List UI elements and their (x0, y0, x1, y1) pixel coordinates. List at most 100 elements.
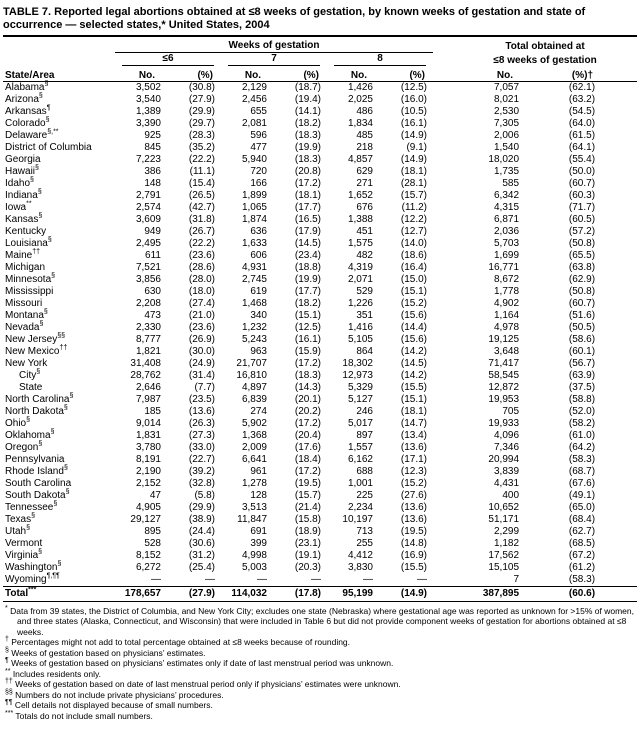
count-7-cell: 1,633 (241, 237, 267, 249)
percent-le6-cell: (15.4) (188, 177, 215, 189)
count-7-cell: 720 (250, 165, 267, 177)
count-8-cell: 1,388 (347, 213, 373, 225)
count-le6-cell: 3,540 (135, 93, 161, 105)
total-percent-cell: (60.1) (568, 345, 596, 357)
count-le6-cell: 611 (145, 249, 161, 261)
count-8-cell: 1,226 (347, 297, 373, 309)
footnote-marker: †† (5, 678, 13, 686)
subgroup-header-7: 7 (221, 52, 327, 66)
state-name-cell: New Jersey§§ (3, 332, 115, 346)
percent-8-cell: (19.5) (400, 525, 428, 537)
total-count-cell: 17,562 (488, 549, 520, 561)
count-8-cell: 485 (356, 129, 373, 141)
count-le6-cell: 28,762 (130, 369, 161, 381)
table-row: Maine†† 611 (23.6) 606 (23.4) 482 (18.6)… (3, 248, 637, 262)
table-row: Nevada§ 2,330 (23.6) 1,232 (12.5) 1,416 … (3, 320, 637, 334)
state-name: District of Columbia (5, 141, 92, 153)
percent-le6-cell: (29.9) (188, 105, 215, 117)
total-percent-cell: (60.7) (568, 297, 596, 309)
state-name-cell: New York (3, 358, 115, 370)
count-le6-cell: 2,495 (135, 237, 161, 249)
total-count-cell: 1,540 (493, 141, 520, 153)
count-le6-cell: 178,657 (115, 585, 173, 602)
total-percent-cell: (56.7) (568, 357, 596, 369)
footnote-marker: § (45, 116, 50, 124)
count-le6-cell: 8,191 (135, 453, 161, 465)
table-row: Texas§ 29,127 (38.9) 11,847 (15.8) 10,19… (3, 512, 637, 526)
state-name-cell: Hawaii§ (3, 164, 115, 178)
count-8-cell: 1,557 (347, 441, 373, 453)
total-count-cell: 585 (502, 177, 520, 189)
total-percent-cell: (61.0) (568, 429, 596, 441)
footnote-marker: ¶,¶¶ (46, 572, 60, 580)
count-8-cell: — (363, 573, 373, 585)
percent-le6-cell: (31.2) (188, 549, 215, 561)
footnote-text: Totals do not include small numbers. (13, 710, 153, 721)
percent-le6-cell: (27.9) (188, 93, 215, 105)
state-name-cell: Virginia§ (3, 548, 115, 562)
percent-8-cell: (15.6) (400, 333, 428, 345)
footnote-marker: § (69, 392, 74, 400)
count-8-cell: 4,857 (347, 153, 373, 165)
count-le6-cell: 3,609 (135, 213, 161, 225)
percent-le6-cell: (27.9) (173, 585, 221, 602)
state-name: Minnesota (5, 273, 52, 285)
state-name: Indiana (5, 189, 38, 201)
percent-le6-cell: (18.0) (188, 285, 215, 297)
total-group-header-line2: ≤8 weeks of gestation (493, 55, 597, 66)
table-row: Wyoming¶,¶¶ — — — — — — 7 (58.3) (3, 572, 637, 587)
percent-le6-cell: (24.4) (188, 525, 215, 537)
percent-7-cell: (16.5) (294, 213, 321, 225)
total-count-cell: 4,978 (493, 321, 520, 333)
total-percent-cell: (63.8) (568, 261, 596, 273)
percent-8-cell: (16.4) (400, 261, 428, 273)
count-column-header: No. (327, 66, 385, 82)
total-count-cell: 4,315 (493, 201, 520, 213)
count-8-cell: 6,162 (347, 453, 373, 465)
state-name-cell: Missouri (3, 298, 115, 310)
percent-7-cell: (17.9) (294, 225, 321, 237)
table-row: South Carolina 2,152 (32.8) 1,278 (19.5)… (3, 478, 637, 490)
footnote-marker: § (26, 416, 31, 424)
percent-8-cell: (12.3) (400, 465, 428, 477)
table-row: North Dakota§ 185 (13.6) 274 (20.2) 246 … (3, 404, 637, 418)
state-name: Utah (5, 525, 27, 537)
state-name: Hawaii (5, 165, 36, 177)
total-percent-cell: (49.1) (568, 489, 596, 501)
table-row: Hawaii§ 386 (11.1) 720 (20.8) 629 (18.1)… (3, 164, 637, 178)
percent-7-cell: (17.6) (294, 441, 321, 453)
percent-le6-cell: (28.3) (188, 129, 215, 141)
footnote-marker: § (39, 320, 44, 328)
footnote-marker: § (38, 212, 43, 220)
total-count-cell: 4,431 (493, 477, 520, 489)
count-7-cell: 340 (250, 309, 267, 321)
percent-le6-cell: (25.4) (188, 561, 215, 573)
state-name: Texas (5, 513, 32, 525)
count-7-cell: 5,902 (241, 417, 267, 429)
footnote-marker: § (53, 500, 58, 508)
footnote-marker: § (51, 272, 56, 280)
percent-le6-cell: (26.9) (188, 333, 215, 345)
count-7-cell: 961 (250, 465, 267, 477)
footnote: * Data from 39 states, the District of C… (5, 604, 635, 638)
count-7-cell: 596 (250, 129, 267, 141)
state-name-cell: New Mexico†† (3, 344, 115, 358)
percent-7-cell: (23.4) (294, 249, 321, 261)
total-count-cell: 2,530 (493, 105, 520, 117)
footnote: †† Weeks of gestation based on date of l… (5, 678, 635, 690)
percent-le6-cell: (26.7) (188, 225, 215, 237)
percent-8-cell: (15.1) (400, 285, 428, 297)
percent-le6-cell: (23.5) (188, 393, 215, 405)
count-7-cell: 636 (250, 225, 267, 237)
percent-7-cell: (17.2) (294, 465, 321, 477)
table-row: Washington§ 6,272 (25.4) 5,003 (20.3) 3,… (3, 560, 637, 574)
state-name-cell: Delaware§,** (3, 128, 115, 142)
count-8-cell: 629 (356, 165, 373, 177)
footnote-marker: * (5, 604, 8, 612)
count-8-cell: 1,426 (347, 81, 373, 93)
total-percent-cell: (62.9) (568, 273, 596, 285)
state-name-cell: Arizona§ (3, 92, 115, 106)
footnote-marker: *** (28, 586, 37, 594)
state-name: Pennsylvania (5, 453, 65, 465)
percent-le6-cell: (13.6) (188, 405, 215, 417)
